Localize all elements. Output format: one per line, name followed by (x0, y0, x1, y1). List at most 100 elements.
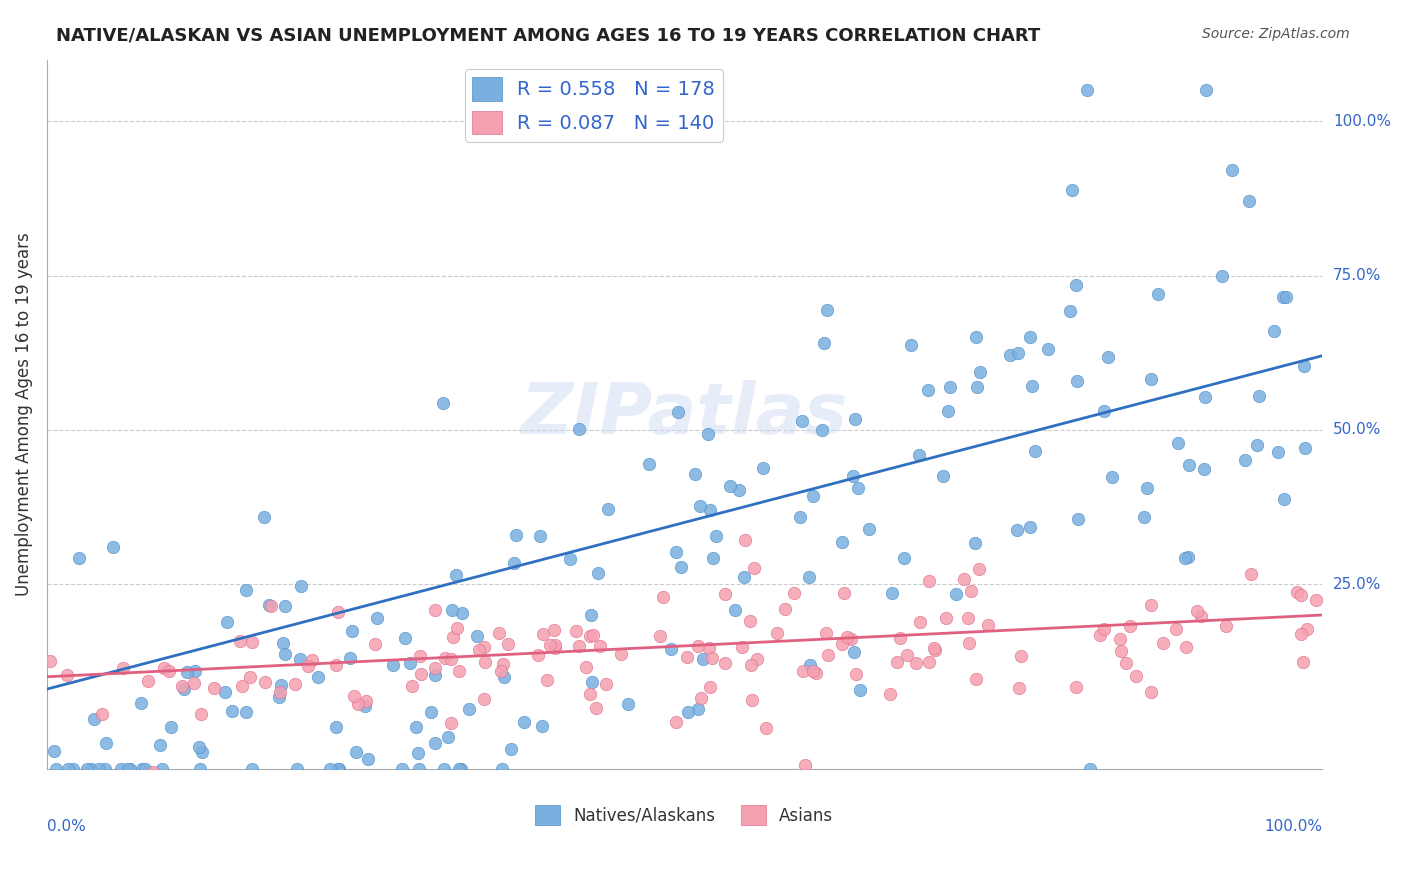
Point (831, 534, 853, 549)
Point (381, 658, 404, 673)
Point (669, 560, 692, 574)
Point (432, 396, 454, 410)
Point (814, 626, 837, 640)
Point (1090, 628, 1112, 642)
Point (1247, 388, 1270, 402)
Point (977, 618, 1000, 632)
Point (918, 574, 941, 588)
Point (831, 637, 853, 651)
Point (441, 603, 464, 617)
Point (1036, 343, 1059, 357)
Text: Source: ZipAtlas.com: Source: ZipAtlas.com (1202, 27, 1350, 41)
Point (150, 762, 173, 776)
Point (328, 762, 350, 776)
Point (440, 715, 463, 730)
Point (1024, 444, 1046, 458)
Point (1192, 462, 1215, 476)
Point (450, 762, 472, 776)
Point (87, 762, 110, 776)
Point (745, 651, 768, 665)
Point (685, 467, 707, 481)
Point (697, 426, 720, 441)
Point (581, 608, 603, 623)
Point (285, 762, 308, 776)
Point (419, 705, 441, 719)
Point (366, 611, 388, 625)
Point (441, 631, 464, 645)
Point (543, 641, 565, 656)
Point (346, 697, 368, 711)
Point (423, 736, 446, 750)
Point (1152, 636, 1174, 650)
Point (738, 615, 761, 629)
Point (1092, 403, 1115, 417)
Point (1140, 598, 1163, 612)
Point (1101, 470, 1123, 484)
Point (149, 739, 172, 753)
Point (908, 615, 931, 630)
Point (727, 483, 749, 498)
Point (675, 650, 697, 665)
Point (1272, 491, 1295, 506)
Point (676, 705, 699, 719)
Point (1076, 83, 1098, 97)
Point (966, 380, 988, 394)
Point (503, 556, 526, 570)
Point (1060, 183, 1083, 197)
Point (529, 529, 551, 543)
Point (526, 648, 548, 662)
Point (401, 679, 423, 693)
Point (582, 628, 605, 642)
Point (157, 664, 180, 678)
Point (93, 762, 115, 776)
Point (409, 648, 432, 663)
Point (531, 719, 554, 733)
Point (101, 540, 124, 554)
Point (886, 655, 908, 669)
Point (842, 469, 865, 483)
Point (221, 704, 243, 718)
Point (704, 529, 727, 543)
Point (1272, 290, 1295, 304)
Point (789, 510, 811, 524)
Point (1286, 585, 1309, 599)
Point (1000, 347, 1022, 361)
Point (491, 762, 513, 776)
Point (585, 701, 607, 715)
Point (488, 626, 510, 640)
Point (893, 551, 915, 566)
Point (394, 631, 416, 645)
Point (450, 607, 472, 621)
Point (1292, 359, 1315, 373)
Point (1066, 375, 1088, 389)
Point (467, 643, 489, 657)
Point (969, 365, 991, 379)
Point (880, 586, 903, 600)
Point (1177, 549, 1199, 564)
Point (648, 629, 671, 643)
Point (160, 720, 183, 734)
Point (354, 694, 377, 708)
Point (269, 685, 291, 699)
Point (1064, 680, 1087, 694)
Point (595, 677, 617, 691)
Point (799, 658, 821, 673)
Point (1092, 622, 1115, 636)
Point (1246, 438, 1268, 452)
Point (1215, 619, 1237, 633)
Point (56, 762, 79, 776)
Point (1167, 435, 1189, 450)
Point (965, 330, 987, 344)
Text: NATIVE/ALASKAN VS ASIAN UNEMPLOYMENT AMONG AGES 16 TO 19 YEARS CORRELATION CHART: NATIVE/ALASKAN VS ASIAN UNEMPLOYMENT AMO… (56, 27, 1040, 45)
Point (610, 647, 633, 661)
Text: 25.0%: 25.0% (1333, 576, 1381, 591)
Point (505, 528, 527, 542)
Point (423, 603, 446, 617)
Point (83, 712, 105, 726)
Point (817, 648, 839, 663)
Point (301, 653, 323, 667)
Point (740, 657, 762, 672)
Point (170, 679, 193, 693)
Point (1194, 390, 1216, 404)
Point (1010, 648, 1032, 663)
